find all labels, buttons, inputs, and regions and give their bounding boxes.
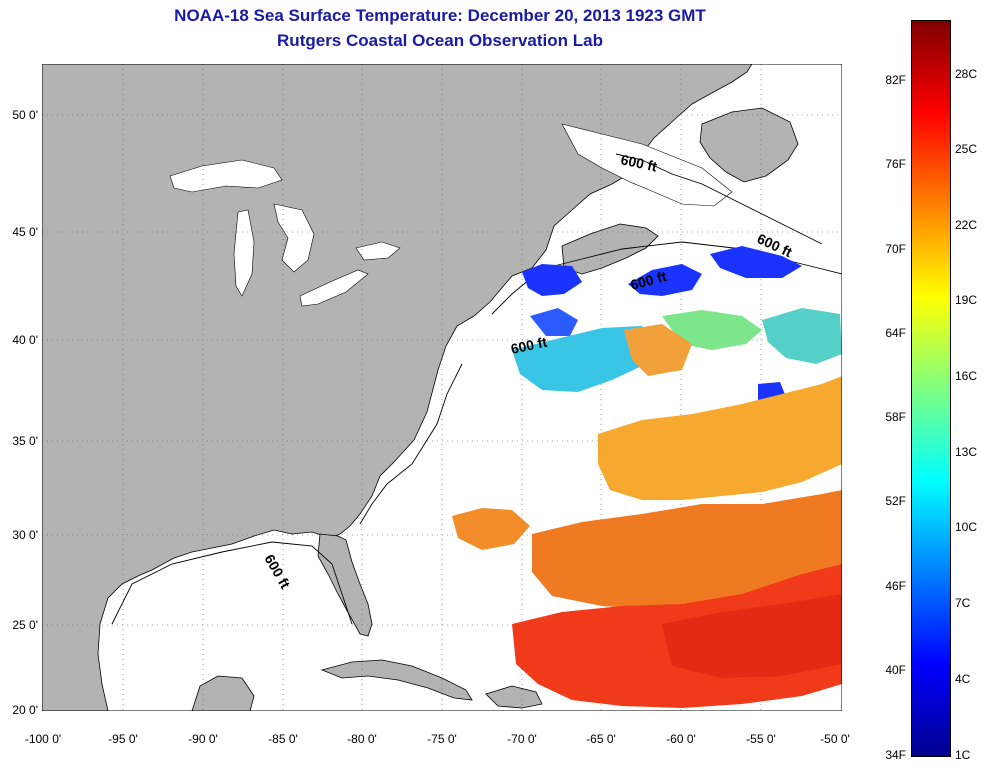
florida-land	[317, 533, 373, 637]
map-subtitle: Rutgers Coastal Ocean Observation Lab	[277, 31, 603, 50]
yucatan-land	[191, 675, 255, 711]
colorbar-f-label: 40F	[885, 663, 906, 677]
lake-superior	[169, 159, 283, 193]
lat-tick-label: 45 0'	[12, 225, 38, 239]
lat-tick-label: 35 0'	[12, 434, 38, 448]
colorbar-c-label: 28C	[955, 67, 978, 81]
map-title: NOAA-18 Sea Surface Temperature: Decembe…	[174, 6, 706, 25]
colorbar-c-label: 10C	[955, 520, 978, 534]
hispaniola-land	[485, 685, 543, 709]
sst-map: 600 ft 600 ft 600 ft 600 ft 600 ft	[42, 64, 842, 711]
colorbar-c-label: 22C	[955, 218, 978, 232]
gridlines	[42, 64, 842, 711]
lon-tick-label: -60 0'	[666, 732, 696, 746]
lat-tick-label: 40 0'	[12, 333, 38, 347]
lake-erie	[299, 269, 369, 307]
lon-tick-label: -50 0'	[820, 732, 850, 746]
lat-tick-label: 30 0'	[12, 528, 38, 542]
lon-tick-label: -100 0'	[24, 732, 62, 746]
colorbar-c-label: 25C	[955, 142, 978, 156]
lon-tick-label: -80 0'	[347, 732, 377, 746]
colorbar-c-label: 7C	[955, 596, 971, 610]
nova-scotia-land	[561, 223, 659, 275]
lon-tick-label: -95 0'	[108, 732, 138, 746]
lat-tick-label: 25 0'	[12, 618, 38, 632]
colorbar-c-label: 1C	[955, 748, 971, 762]
isobath-label: 600 ft	[509, 334, 548, 357]
colorbar-f-label: 34F	[885, 748, 906, 762]
colorbar-f-label: 46F	[885, 579, 906, 593]
colorbar-f-label: 82F	[885, 73, 906, 87]
lon-tick-label: -70 0'	[507, 732, 537, 746]
isobath-label: 600 ft	[619, 151, 658, 174]
lon-tick-label: -65 0'	[586, 732, 616, 746]
colorbar-f-label: 76F	[885, 157, 906, 171]
colorbar-c-label: 13C	[955, 445, 978, 459]
gulf-of-st-lawrence	[561, 123, 733, 207]
lake-huron	[273, 203, 315, 273]
colorbar-f-label: 52F	[885, 494, 906, 508]
cuba-land	[320, 659, 473, 701]
lat-tick-label: 50 0'	[12, 108, 38, 122]
colorbar-f-label: 70F	[885, 242, 906, 256]
newfoundland-land	[699, 107, 799, 183]
colorbar-f-label: 58F	[885, 410, 906, 424]
lon-tick-label: -85 0'	[268, 732, 298, 746]
colorbar-c-label: 19C	[955, 293, 978, 307]
lon-tick-label: -90 0'	[188, 732, 218, 746]
lon-tick-label: -75 0'	[427, 732, 457, 746]
lake-ontario	[355, 241, 401, 261]
lake-michigan	[233, 209, 255, 297]
colorbar-c-label: 16C	[955, 369, 978, 383]
colorbar-f-label: 64F	[885, 326, 906, 340]
colorbar-c-label: 4C	[955, 672, 971, 686]
temperature-colorbar	[911, 20, 951, 757]
lon-tick-label: -55 0'	[746, 732, 776, 746]
lat-tick-label: 20 0'	[12, 703, 38, 717]
sst-data	[452, 246, 842, 708]
